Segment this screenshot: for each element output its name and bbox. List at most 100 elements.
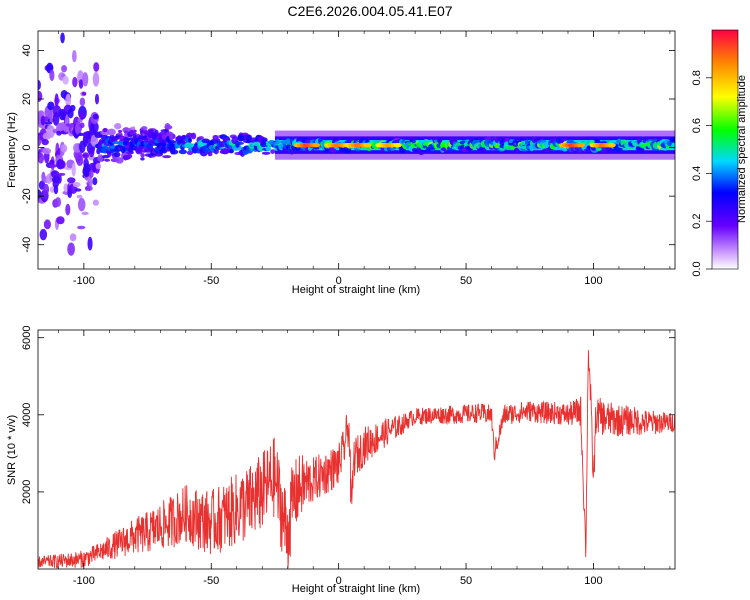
spectrogram-cell (49, 186, 56, 193)
spectrogram-cell (556, 146, 562, 151)
spectrogram-cell (140, 126, 148, 131)
spectrogram-heatmap (38, 31, 675, 269)
snr-ylabel: SNR (10 * v/v) (6, 415, 18, 485)
spectrogram-cell (102, 127, 108, 133)
spectrogram-cell (93, 62, 100, 72)
spectrogram-cell (50, 170, 60, 178)
spectrogram-cell (82, 152, 90, 159)
spectrogram-cell (78, 132, 84, 137)
figure-title: C2E6.2026.004.05.41.E07 (287, 3, 452, 19)
spectrogram-peak (363, 142, 372, 148)
spectrogram-cell (304, 138, 312, 144)
spectrogram-cell (44, 121, 53, 125)
spectrogram-cell (117, 129, 123, 133)
spectrogram-xlabel: Height of straight line (km) (292, 284, 420, 296)
spectrogram-cell (78, 79, 84, 89)
colorbar-scale (711, 29, 739, 270)
spectrogram-cell (115, 157, 124, 164)
spectrogram-cell (186, 150, 194, 155)
spectrogram-cell (70, 104, 76, 112)
spectrogram-cell (639, 149, 644, 153)
spectrogram-cell (167, 139, 175, 144)
spectrogram-cell (38, 152, 45, 164)
snr-xtick-label: -100 (73, 575, 95, 587)
spectrogram-xtick-label: 100 (584, 275, 602, 287)
spectrogram-cell (235, 141, 245, 146)
spectrogram-cell (89, 170, 94, 179)
spectrogram-cell (87, 236, 93, 251)
spectrogram-cell (54, 197, 62, 208)
spectrogram-cell (57, 174, 62, 184)
spectrogram-cell (49, 69, 55, 82)
spectrogram-peak (393, 142, 402, 148)
snr-xlabel: Height of straight line (km) (292, 583, 420, 595)
spectrogram-cell (104, 158, 110, 162)
spectrogram-cell (75, 188, 82, 192)
spectrogram-cell (162, 155, 172, 159)
spectrogram-cell (207, 151, 213, 157)
spectrogram-cell (56, 216, 65, 225)
spectrogram-cell (61, 65, 68, 73)
spectrogram-cell (62, 75, 69, 85)
spectrogram-xtick-label: -100 (73, 275, 95, 287)
spectrogram-xtick-label: 0 (336, 275, 342, 287)
spectrogram-cell (79, 122, 85, 129)
colorbar-tick-label: 0.6 (691, 118, 703, 133)
spectrogram-cell (437, 136, 443, 144)
spectrogram-cell (671, 143, 675, 150)
spectrogram-cell (169, 132, 174, 141)
snr-ytick-label: 2000 (21, 480, 33, 504)
spectrogram-cell (441, 147, 447, 152)
spectrogram-cell (171, 146, 176, 154)
spectrogram-ytick-label: 20 (21, 93, 33, 105)
spectrogram-cell (65, 93, 72, 107)
snr-ytick-label: 4000 (21, 403, 33, 427)
spectrogram-cell (92, 199, 99, 206)
spectrogram-cell (49, 159, 55, 165)
spectrogram-cell (86, 185, 93, 191)
spectrogram-cell (77, 197, 86, 212)
spectrogram-ylabel: Frequency (Hz) (6, 112, 18, 188)
colorbar-ticks: 0.0 0.2 0.4 0.6 0.8 (691, 70, 712, 277)
snr-xtick-label: 100 (584, 575, 602, 587)
spectrogram-cell (164, 125, 173, 130)
spectrogram-peak (607, 142, 616, 148)
spectrogram-panel: -100 -50 0 50 100 -40 -20 0 20 40 Height of strai… (6, 30, 676, 296)
spectrogram-cell (72, 181, 81, 188)
spectrogram-cell (95, 162, 102, 170)
colorbar-tick-label: 0.0 (691, 261, 703, 276)
spectrogram-cell (47, 101, 55, 111)
colorbar-label: Normalized spectral amplitude (736, 75, 748, 223)
spectrogram-cell (131, 126, 136, 131)
spectrogram-cell (270, 149, 276, 154)
spectrogram-cell (71, 49, 77, 63)
spectrogram-cell (365, 138, 370, 144)
snr-xtick-label: 0 (336, 575, 342, 587)
spectrogram-cell (76, 194, 83, 199)
spectrogram-cell (106, 128, 116, 136)
spectrogram-cell (69, 233, 77, 242)
spectrogram-cell (60, 144, 68, 153)
snr-axes: -100 -50 0 50 100 2000 4000 6000 (21, 325, 676, 587)
spectrogram-cell (67, 177, 76, 184)
spectrogram-cell (285, 138, 291, 145)
spectrogram-xtick-label: -50 (203, 275, 219, 287)
snr-line-series (38, 350, 675, 569)
spectrogram-cell (81, 91, 87, 96)
spectrogram-ytick-label: -20 (21, 188, 33, 204)
spectrogram-cell (82, 72, 89, 87)
spectrogram-cell (59, 160, 66, 169)
spectrogram-cell (77, 225, 86, 230)
snr-frame (37, 329, 676, 570)
spectrogram-cell (198, 136, 204, 140)
spectrogram-cell (88, 147, 95, 158)
spectrogram-cell (92, 71, 100, 87)
spectrogram-cell (48, 110, 53, 121)
spectrogram-cell (52, 179, 59, 188)
spectrogram-cell (39, 228, 48, 241)
spectrogram-cell (143, 147, 153, 153)
spectrogram-cell (42, 147, 52, 155)
spectrogram-frame (37, 30, 676, 270)
spectrogram-cell (81, 211, 89, 216)
spectrogram-axes: -100 -50 0 50 100 -40 -20 0 20 40 (21, 30, 676, 287)
